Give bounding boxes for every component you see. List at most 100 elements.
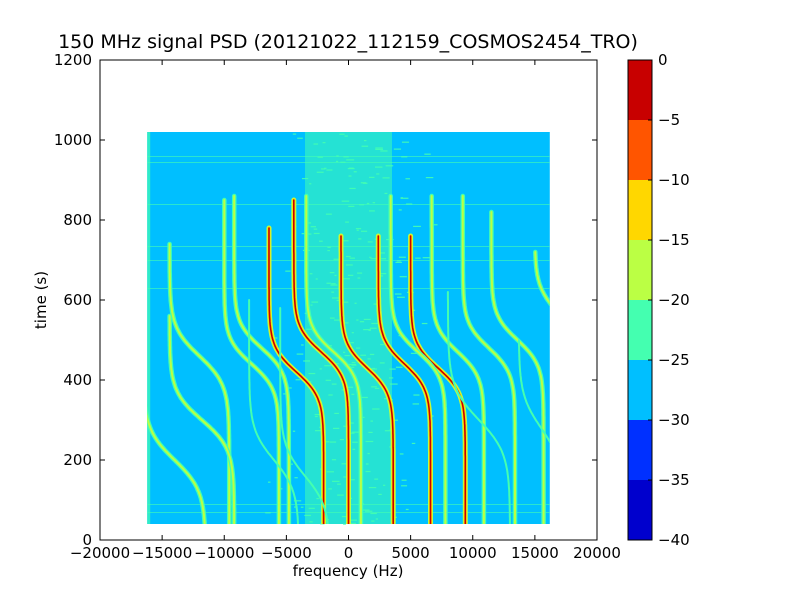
noise-speckle <box>353 171 357 173</box>
noise-speckle <box>303 360 310 362</box>
noise-speckle <box>352 448 356 450</box>
y-tick-label: 1200 <box>54 51 92 69</box>
noise-speckle <box>267 481 271 483</box>
noise-speckle <box>342 278 350 280</box>
noise-speckle <box>309 183 312 185</box>
noise-speckle <box>327 246 331 248</box>
noise-speckle <box>313 228 318 230</box>
signal-trace-11 <box>430 195 485 524</box>
noise-speckle <box>313 232 320 235</box>
noise-speckle <box>326 169 333 171</box>
noise-speckle <box>360 230 368 232</box>
colorbar-segment <box>628 120 652 180</box>
noise-speckle <box>425 176 434 179</box>
noise-speckle <box>374 166 383 168</box>
noise-speckle <box>381 258 387 260</box>
noise-speckle <box>352 441 358 443</box>
signal-trace-13 <box>490 211 545 524</box>
y-tick-label: 600 <box>63 291 92 309</box>
noise-speckle <box>365 470 371 473</box>
noise-speckle <box>374 387 380 390</box>
noise-speckle <box>348 363 357 366</box>
noise-speckle <box>369 327 377 329</box>
noise-speckle <box>379 362 385 364</box>
noise-speckle <box>351 393 355 395</box>
noise-speckle <box>356 347 361 349</box>
noise-speckle <box>345 264 353 266</box>
noise-speckle <box>368 431 373 434</box>
noise-speckle <box>394 293 402 295</box>
noise-speckle <box>313 143 319 145</box>
noise-speckle <box>319 368 322 370</box>
colorbar-tick-label: −15 <box>658 231 690 249</box>
signal-trace-16 <box>248 299 299 524</box>
noise-speckle <box>370 512 377 515</box>
noise-speckle <box>285 270 291 272</box>
noise-speckle <box>343 476 347 478</box>
y-tick-label: 200 <box>63 451 92 469</box>
noise-speckle <box>349 479 355 481</box>
noise-speckle <box>424 153 431 155</box>
noise-speckle <box>331 291 335 293</box>
noise-speckle <box>346 342 354 344</box>
noise-speckle <box>331 459 337 461</box>
noise-speckle <box>413 225 421 228</box>
colorbar-segment <box>628 240 652 300</box>
colorbar-tick-label: −10 <box>658 171 690 189</box>
noise-speckle <box>398 256 406 258</box>
noise-speckle <box>344 354 350 357</box>
noise-speckle <box>389 368 396 370</box>
horizontal-artifact-line <box>147 162 550 163</box>
noise-speckle <box>382 177 390 179</box>
noise-speckle <box>359 321 365 323</box>
noise-speckle <box>308 372 316 375</box>
noise-speckle <box>394 419 398 421</box>
noise-speckle <box>363 329 371 331</box>
noise-speckle <box>367 358 371 360</box>
noise-speckle <box>384 192 388 195</box>
noise-speckle <box>348 175 352 177</box>
noise-speckle <box>384 430 393 432</box>
noise-speckle <box>356 229 359 231</box>
noise-speckle <box>334 274 337 277</box>
noise-speckle <box>321 168 326 170</box>
noise-speckle <box>401 141 410 143</box>
noise-speckle <box>410 352 419 354</box>
noise-speckle <box>327 249 330 252</box>
noise-speckle <box>318 240 323 242</box>
noise-speckle <box>413 394 420 396</box>
noise-speckle <box>337 494 344 496</box>
y-tick-label: 400 <box>63 371 92 389</box>
noise-speckle <box>333 258 339 260</box>
noise-speckle <box>349 257 355 259</box>
colorbar-segment <box>628 420 652 480</box>
noise-speckle <box>371 520 375 522</box>
noise-speckle <box>301 178 309 180</box>
noise-speckle <box>343 351 346 353</box>
noise-speckle <box>351 361 356 364</box>
noise-speckle <box>324 167 327 169</box>
noise-speckle <box>292 430 296 432</box>
noise-speckle <box>372 202 376 204</box>
noise-speckle <box>370 420 373 422</box>
noise-speckle <box>319 426 322 428</box>
edge-strip <box>147 132 151 524</box>
noise-speckle <box>295 379 301 381</box>
noise-speckle <box>376 173 380 175</box>
noise-speckle <box>380 150 388 152</box>
noise-speckle <box>385 165 394 167</box>
noise-speckle <box>369 176 375 178</box>
noise-speckle <box>379 252 385 254</box>
noise-speckle <box>339 133 345 135</box>
noise-speckle <box>361 145 369 147</box>
noise-speckle <box>304 514 311 517</box>
noise-speckle <box>346 159 355 161</box>
x-tick-label: −10000 <box>194 544 254 562</box>
noise-speckle <box>300 506 304 508</box>
noise-speckle <box>301 344 304 346</box>
colorbar-tick-label: −5 <box>658 111 680 129</box>
noise-speckle <box>369 210 375 212</box>
noise-speckle <box>348 205 355 207</box>
noise-speckle <box>336 160 339 163</box>
y-axis: 0 200 400 600 800 1000 1200 <box>54 51 597 549</box>
